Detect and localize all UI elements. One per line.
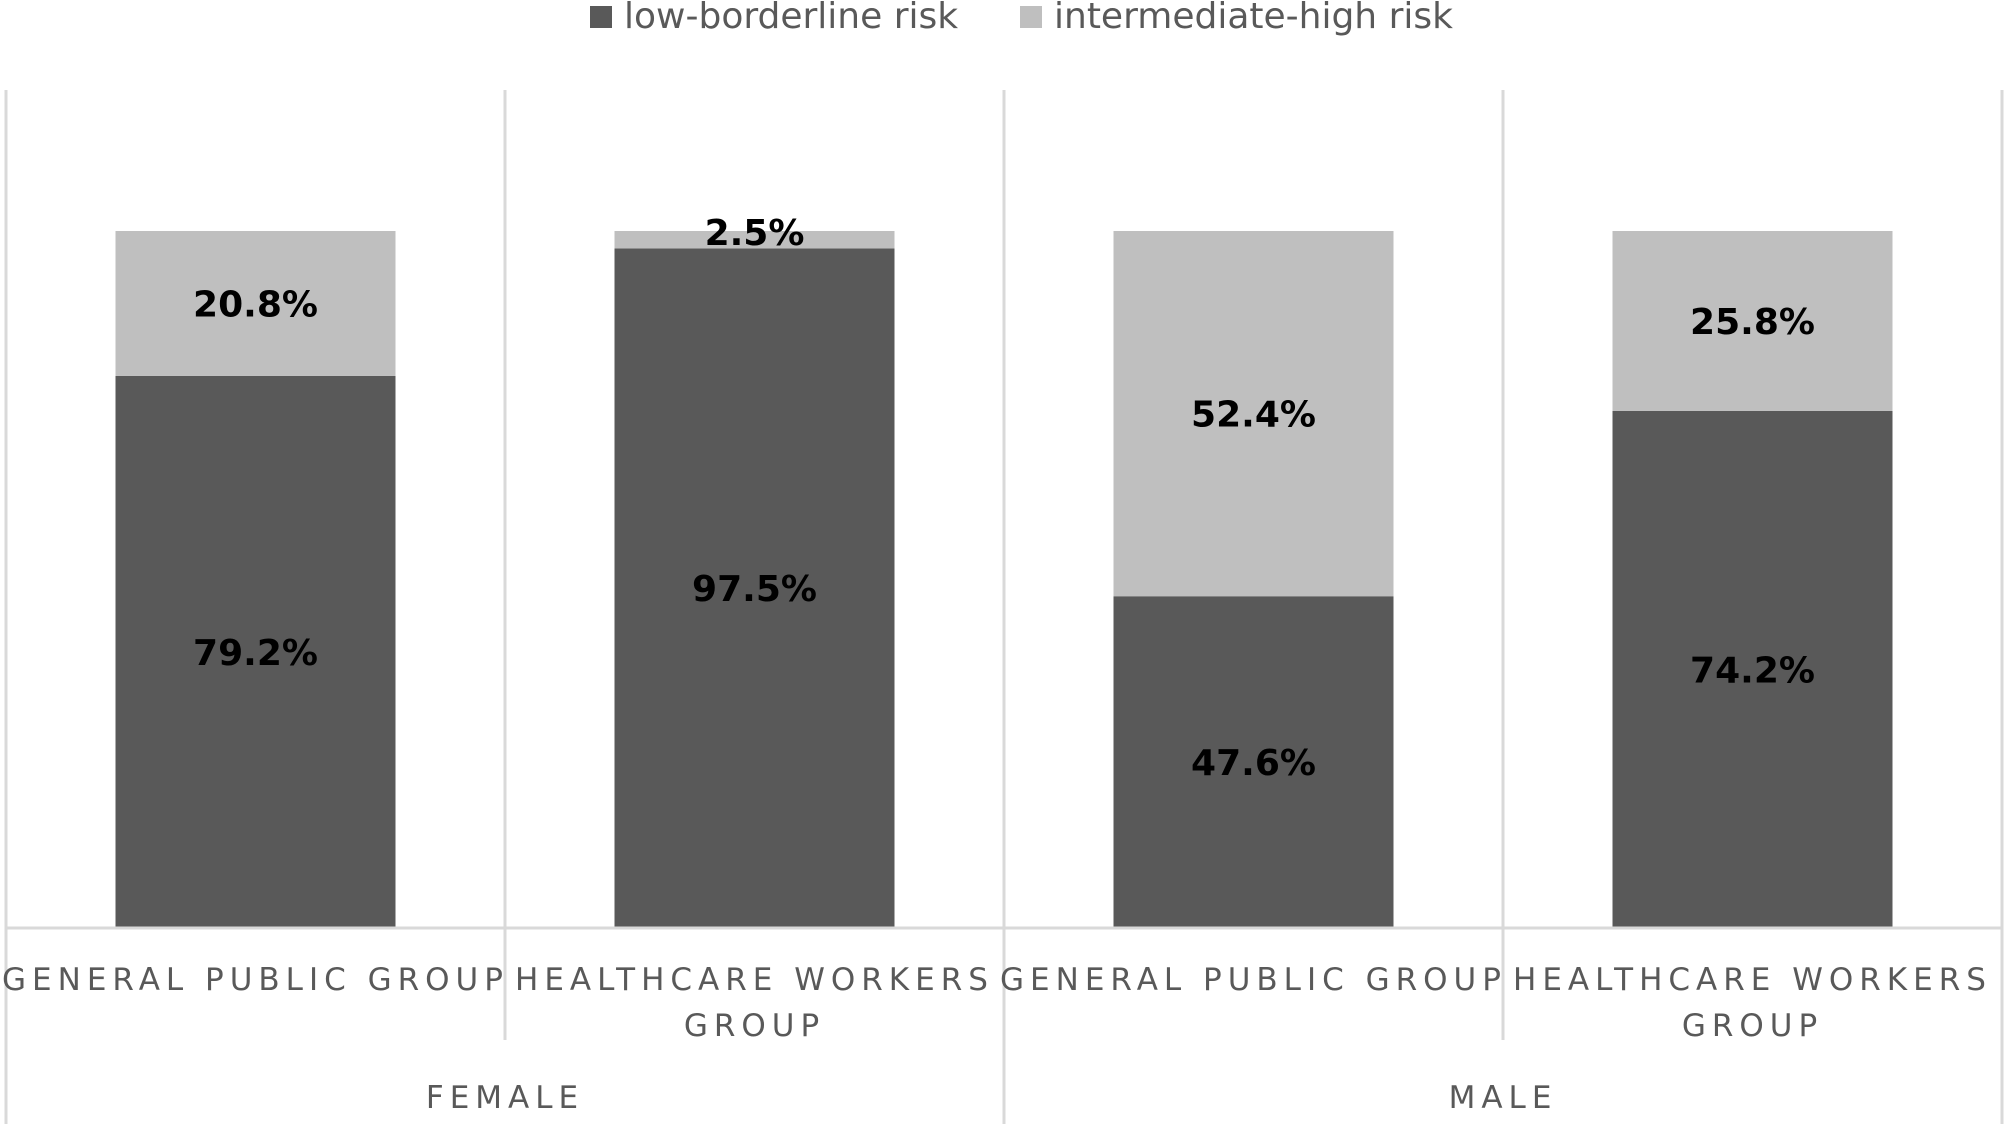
legend: low-borderline risk intermediate-high ris…: [590, 0, 1453, 37]
category-tick-label: GENERAL PUBLIC GROUP: [1000, 962, 1507, 998]
bar-segment-intermediate-high-1: [614, 231, 895, 249]
legend-swatch-0: [590, 6, 612, 28]
category-tick-label: GENERAL PUBLIC GROUP: [2, 962, 509, 998]
group-label-male: MALE: [1449, 1080, 1558, 1116]
bar-segment-low-borderline-0: [115, 375, 396, 928]
bar-segment-low-borderline-1: [614, 248, 895, 929]
group-label-female: FEMALE: [426, 1080, 584, 1116]
bar-segment-intermediate-high-2: [1113, 231, 1394, 597]
data-label: 47.6%: [1191, 743, 1316, 784]
legend-swatch-1: [1020, 6, 1042, 28]
bar-segment-low-borderline-3: [1612, 410, 1893, 928]
data-label: 20.8%: [193, 284, 318, 325]
bar-segment-low-borderline-2: [1113, 596, 1394, 928]
category-tick-label: GROUP: [684, 1008, 825, 1044]
bar-segment-intermediate-high-3: [1612, 231, 1893, 411]
category-tick-label: GROUP: [1682, 1008, 1823, 1044]
data-label: 2.5%: [705, 213, 805, 254]
data-label: 25.8%: [1690, 302, 1815, 343]
gridlines: [4, 90, 2004, 1124]
data-label: 79.2%: [193, 633, 318, 674]
legend-label-1: intermediate-high risk: [1054, 0, 1453, 37]
data-label: 74.2%: [1690, 650, 1815, 691]
category-tick-label: HEALTHCARE WORKERS: [1513, 962, 1992, 998]
bar-segment-intermediate-high-0: [115, 231, 396, 376]
data-label: 97.5%: [692, 569, 817, 610]
data-label: 52.4%: [1191, 395, 1316, 436]
category-tick-label: HEALTHCARE WORKERS: [515, 962, 994, 998]
legend-label-0: low-borderline risk: [624, 0, 958, 37]
bars: 79.2% 20.8% 97.5% 2.5% 47.6% 52.4% 74.2% 25.8%: [115, 213, 1893, 929]
x-axis: GENERAL PUBLIC GROUP HEALTHCARE WORKERSGR…: [2, 926, 2002, 1116]
